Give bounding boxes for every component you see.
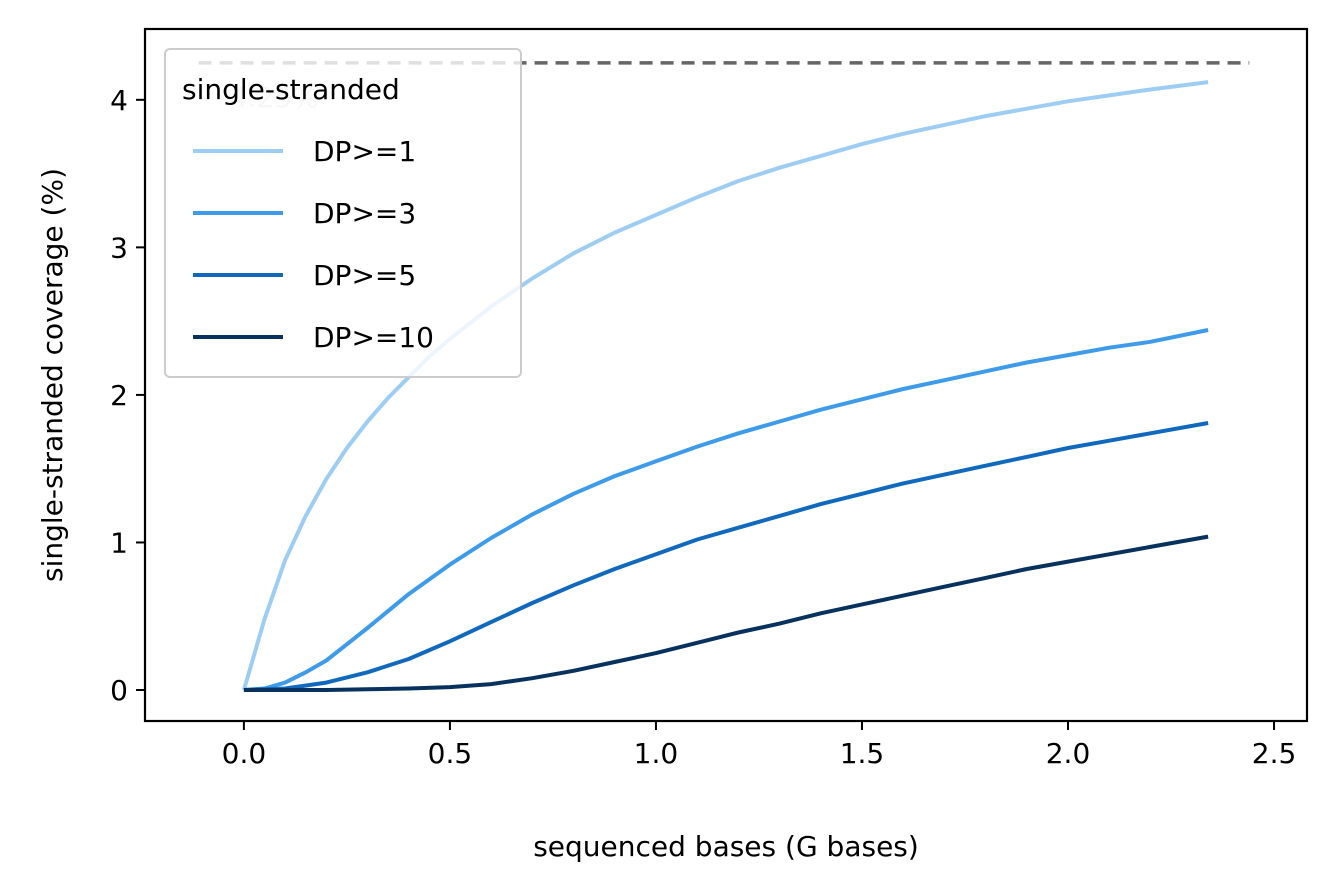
y-axis-label: single-stranded coverage (%) [36,168,69,582]
x-tick-label: 2.0 [1046,737,1091,770]
x-tick-label: 0.0 [222,737,267,770]
x-tick-label: 2.5 [1252,737,1297,770]
x-tick-label: 0.5 [428,737,473,770]
y-axis: 0 1 2 3 4 [110,84,145,707]
legend-box [164,48,522,378]
y-tick-label: 0 [110,674,128,707]
x-axis: 0.0 0.5 1.0 1.5 2.0 2.5 [222,721,1297,770]
plot-area-frame [143,27,1309,723]
y-tick-label: 1 [110,526,128,559]
series-line-dp1 [241,80,1209,691]
x-axis-label: sequenced bases (G bases) [533,830,919,863]
y-tick-label: 3 [110,231,128,264]
legend-title: single-stranded [182,73,400,106]
x-tick-label: 1.5 [840,737,885,770]
legend-items: DP>=1 DP>=3 DP>=5 DP>=10 [193,135,434,354]
y-tick-label: 4 [110,84,128,117]
x-tick-label: 1.0 [634,737,679,770]
legend-label: DP>=3 [313,197,416,230]
legend: single-stranded DP>=1 DP>=3 DP>=5 DP>=10 [164,48,522,378]
legend-label: DP>=1 [313,135,416,168]
series-layer [241,80,1209,692]
legend-label: DP>=5 [313,259,416,292]
series-line-dp3 [243,328,1209,692]
legend-label: DP>=10 [313,321,434,354]
series-line-dp5 [243,421,1209,692]
y-tick-label: 2 [110,379,128,412]
series-line-dp10 [243,534,1209,692]
